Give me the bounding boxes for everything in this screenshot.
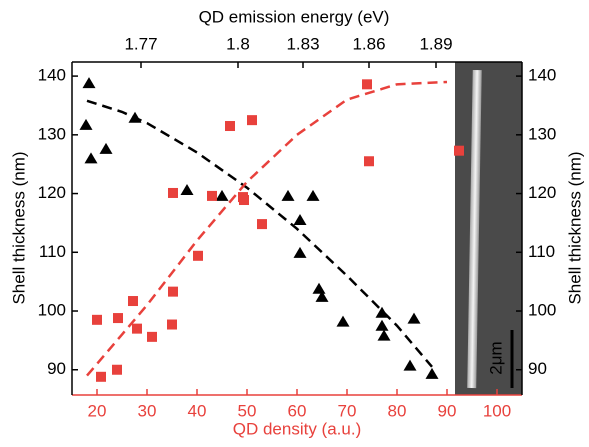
x2-tick-label: 1.83	[286, 34, 319, 53]
y2-tick-label: 90	[528, 359, 547, 378]
square-point	[247, 115, 257, 125]
y2-tick-label: 140	[528, 66, 556, 85]
scale-bar-label: 2μm	[486, 341, 505, 374]
triangle-point	[80, 119, 93, 130]
square-point	[168, 287, 178, 297]
x-tick-label: 70	[338, 401, 357, 420]
x-tick-label: 80	[388, 401, 407, 420]
y-tick-label: 100	[38, 301, 66, 320]
square-point	[132, 324, 142, 334]
square-point	[147, 332, 157, 342]
square-point	[128, 296, 138, 306]
y-tick-label: 90	[47, 359, 66, 378]
triangle-point	[83, 77, 96, 88]
triangle-point	[294, 214, 307, 225]
square-point	[454, 146, 464, 156]
x-tick-label: 60	[288, 401, 307, 420]
triangle-point	[337, 316, 350, 327]
square-point	[239, 195, 249, 205]
square-point	[207, 191, 217, 201]
square-point	[364, 156, 374, 166]
y-axis-title: Shell thickness (nm)	[9, 151, 28, 304]
x-tick-label: 50	[238, 401, 257, 420]
triangle-point	[294, 247, 307, 258]
x2-tick-label: 1.86	[352, 34, 385, 53]
x-tick-label: 30	[138, 401, 157, 420]
square-point	[225, 121, 235, 131]
triangle-point	[282, 190, 295, 201]
triangle-point	[216, 190, 229, 201]
square-point	[92, 315, 102, 325]
x-tick-label: 100	[483, 401, 511, 420]
triangle-point	[100, 143, 113, 154]
square-point	[96, 372, 106, 382]
x-tick-label: 90	[438, 401, 457, 420]
triangle-point	[408, 313, 421, 324]
square-point	[362, 79, 372, 89]
square-point	[112, 365, 122, 375]
triangle-point	[181, 184, 194, 195]
triangle-point	[307, 190, 320, 201]
x2-tick-label: 1.89	[419, 34, 452, 53]
square-point	[113, 313, 123, 323]
triangle-point	[404, 360, 417, 371]
y2-tick-label: 130	[528, 124, 556, 143]
square-point	[257, 219, 267, 229]
top-axis-title: QD emission energy (eV)	[199, 7, 390, 26]
x-tick-label: 40	[188, 401, 207, 420]
triangle-point	[313, 283, 326, 294]
sem-image: 2μm	[455, 62, 522, 395]
y-tick-label: 110	[39, 242, 66, 261]
y2-tick-label: 100	[528, 301, 556, 320]
y-tick-label: 140	[38, 66, 66, 85]
triangle-point	[378, 330, 391, 341]
x2-tick-label: 1.8	[226, 34, 250, 53]
y-tick-label: 130	[38, 124, 66, 143]
triangle-point	[426, 368, 439, 379]
triangle-point	[376, 320, 389, 331]
y2-axis-title: Shell thickness (nm)	[565, 151, 584, 304]
triangle-point	[85, 152, 98, 163]
x-tick-label: 20	[88, 401, 107, 420]
x2-tick-label: 1.77	[124, 34, 157, 53]
square-point	[193, 251, 203, 261]
x-axis-title: QD density (a.u.)	[233, 419, 362, 438]
y-tick-label: 120	[38, 183, 66, 202]
y2-tick-label: 120	[528, 183, 556, 202]
chart: 2μm QD emission energy (eV) QD density (…	[0, 0, 589, 442]
y2-tick-label: 110	[528, 242, 555, 261]
square-point	[168, 188, 178, 198]
square-point	[167, 320, 177, 330]
